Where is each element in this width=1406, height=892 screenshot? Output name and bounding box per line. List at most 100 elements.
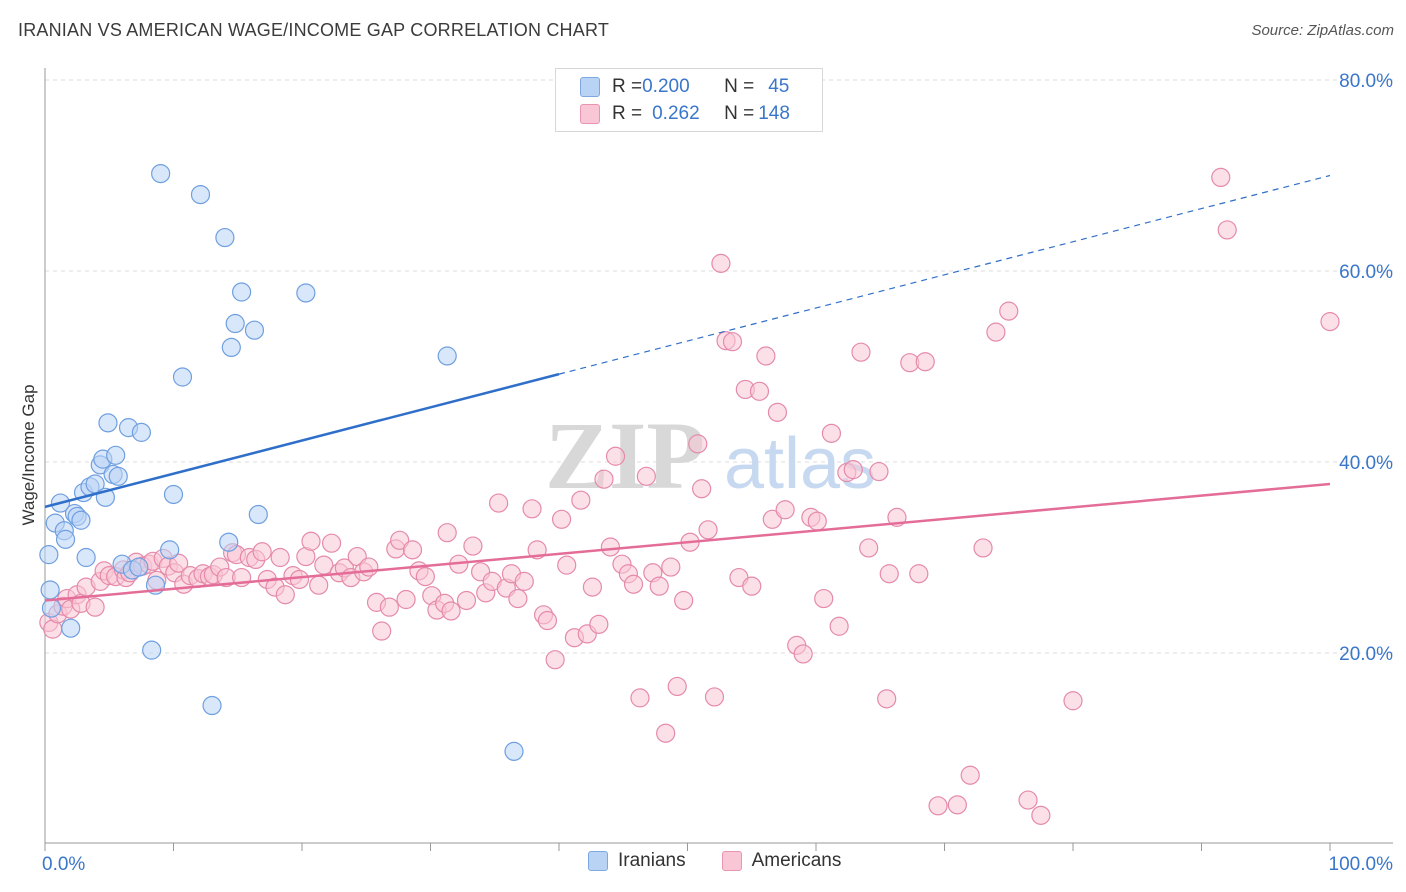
- trend-line-iranians-extension: [558, 174, 1331, 375]
- data-point: [309, 575, 329, 595]
- data-point: [359, 557, 379, 577]
- data-point: [142, 640, 162, 660]
- grid-lines: [45, 79, 1393, 654]
- legend-item-americans[interactable]: Americans: [721, 850, 841, 872]
- r-label: R =: [612, 103, 643, 124]
- data-point: [605, 446, 626, 466]
- data-point: [973, 538, 993, 558]
- iranians-swatch: [580, 77, 600, 97]
- americans-legend-swatch: [721, 851, 742, 871]
- y-tick-label: 20.0%: [1339, 644, 1393, 665]
- data-point: [947, 795, 967, 815]
- data-point: [1211, 167, 1231, 188]
- data-point: [275, 585, 295, 605]
- watermark: ZIP atlas: [545, 402, 876, 509]
- data-point: [859, 538, 879, 558]
- data-point: [879, 564, 899, 584]
- series-americans: [39, 167, 1340, 825]
- data-point: [106, 445, 126, 465]
- data-point: [244, 320, 265, 340]
- data-point: [108, 466, 128, 486]
- data-point: [396, 589, 416, 610]
- data-point: [522, 499, 542, 519]
- iranians-legend-swatch: [588, 851, 608, 871]
- data-point: [793, 644, 813, 664]
- data-point: [301, 531, 321, 551]
- n-value: 148: [758, 103, 790, 124]
- legend-row-iranians: R = 0.200 N = 45: [580, 75, 789, 99]
- x-tick-label: 100.0%: [1329, 854, 1394, 875]
- data-point: [71, 510, 91, 530]
- legend-item-iranians[interactable]: Iranians: [588, 850, 686, 872]
- data-point: [667, 676, 687, 697]
- data-point: [321, 533, 342, 553]
- data-point: [600, 537, 621, 557]
- data-point: [169, 553, 189, 573]
- data-point: [225, 313, 245, 334]
- data-point: [661, 557, 681, 577]
- data-point: [221, 337, 241, 357]
- americans-swatch: [580, 104, 600, 124]
- y-axis-label: Wage/Income Gap: [19, 384, 38, 525]
- data-point: [85, 597, 105, 617]
- data-point: [829, 616, 849, 636]
- data-point: [41, 598, 62, 618]
- data-point: [1320, 312, 1340, 332]
- data-point: [704, 687, 725, 707]
- data-point: [437, 346, 457, 366]
- chart-title: IRANIAN VS AMERICAN WAGE/INCOME GAP CORR…: [18, 20, 610, 40]
- data-point: [656, 723, 676, 743]
- data-point: [61, 618, 81, 638]
- data-point: [151, 163, 171, 184]
- data-point: [202, 695, 222, 716]
- chart-source: Source: ZipAtlas.com: [1251, 22, 1394, 39]
- data-point: [928, 796, 948, 816]
- data-point: [674, 590, 694, 611]
- r-label: R =: [612, 76, 643, 97]
- data-point: [1018, 790, 1038, 810]
- data-point: [807, 511, 827, 531]
- data-point: [762, 509, 782, 529]
- data-point: [698, 520, 718, 540]
- data-point: [1217, 220, 1237, 240]
- data-point: [843, 460, 863, 480]
- data-point: [589, 614, 609, 634]
- data-point: [415, 566, 435, 587]
- y-tick-label: 40.0%: [1339, 453, 1393, 474]
- data-point: [163, 484, 184, 505]
- y-tick-label: 60.0%: [1339, 262, 1393, 283]
- data-point: [390, 530, 410, 550]
- data-point: [557, 555, 577, 575]
- trend-line-americans: [44, 482, 1331, 602]
- n-label: N =: [724, 103, 755, 124]
- data-point: [594, 469, 614, 489]
- data-point: [623, 574, 644, 594]
- data-point: [160, 540, 180, 560]
- n-label: N =: [724, 76, 755, 97]
- data-point: [372, 621, 392, 641]
- data-point: [722, 332, 743, 352]
- data-point: [76, 547, 96, 568]
- data-point: [630, 688, 650, 708]
- data-point: [915, 352, 935, 372]
- data-point: [172, 367, 193, 387]
- data-point: [756, 346, 776, 366]
- data-point: [711, 253, 731, 273]
- data-point: [129, 557, 149, 577]
- data-point: [289, 569, 310, 590]
- data-point: [248, 504, 268, 525]
- trend-lines: [44, 174, 1331, 602]
- data-point: [131, 422, 151, 442]
- data-point: [1063, 691, 1083, 711]
- series-legend: Iranians Americans: [588, 850, 877, 872]
- data-point: [551, 509, 572, 529]
- data-point: [537, 610, 558, 631]
- data-point: [215, 227, 235, 248]
- data-point: [39, 545, 59, 565]
- data-point: [379, 597, 399, 617]
- data-point: [219, 532, 239, 552]
- data-point: [582, 577, 603, 597]
- series-iranians: [39, 163, 524, 761]
- legend-label-iranians: Iranians: [618, 850, 686, 871]
- correlation-legend: R = 0.200 N = 45 R = 0.262 N = 148: [555, 68, 823, 132]
